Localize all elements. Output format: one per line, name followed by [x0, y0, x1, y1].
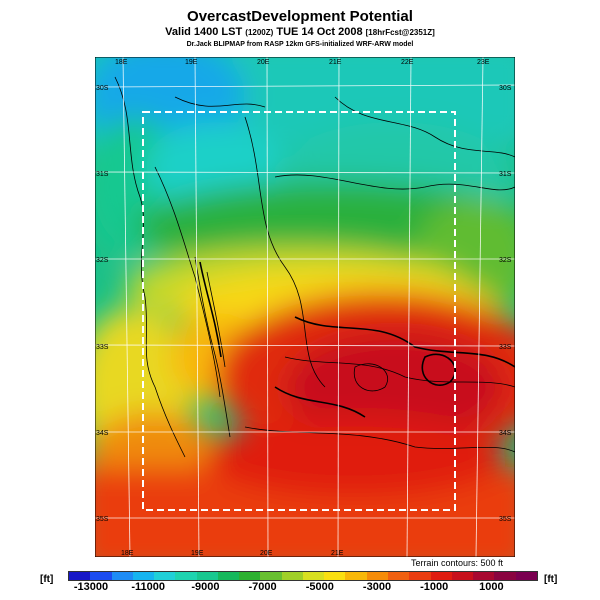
colorbar-segment: [324, 572, 346, 580]
colorbar-tick-label: -9000: [191, 581, 220, 593]
lon-label-top: 18E: [115, 59, 128, 66]
lat-label-left: 33S: [96, 344, 109, 351]
lon-label-top: 19E: [185, 59, 198, 66]
colorbar: [68, 571, 538, 581]
colorbar-segment: [473, 572, 495, 580]
colorbar-segment: [111, 572, 133, 580]
map-title: OvercastDevelopment Potential: [187, 8, 413, 25]
colorbar-segment: [217, 572, 240, 580]
colorbar-tick-label: -7000: [248, 581, 277, 593]
colorbar-segment: [515, 572, 537, 580]
colorbar-ticks: -13000 -11000 -9000 -7000 -5000 -3000 -1000 100…: [0, 581, 600, 595]
colorbar-segment: [239, 572, 261, 580]
colorbar-segment: [345, 572, 367, 580]
valid-utc: (1200Z): [245, 28, 274, 37]
colorbar-segment: [132, 572, 155, 580]
lat-label-left: 30S: [96, 85, 109, 92]
colorbar-unit-right: [ft]: [544, 574, 558, 585]
lon-label-bottom: 19E: [191, 550, 204, 557]
field-layer: [95, 57, 515, 557]
lat-label-right: 33S: [499, 344, 512, 351]
colorbar-segment: [90, 572, 112, 580]
colorbar-segment: [175, 572, 197, 580]
lat-label-left: 32S: [96, 257, 109, 264]
valid-time: Valid 1400 LST: [165, 26, 243, 38]
lat-label-right: 32S: [499, 257, 512, 264]
lat-label-right: 31S: [499, 171, 512, 178]
colorbar-unit-left: [ft]: [40, 574, 54, 585]
colorbar-segment: [302, 572, 325, 580]
lat-label-right: 35S: [499, 516, 512, 523]
lon-label-top: 22E: [401, 59, 414, 66]
lon-label-bottom: 21E: [331, 550, 344, 557]
lat-label-left: 35S: [96, 516, 109, 523]
colorbar-segment: [494, 572, 516, 580]
lon-label-top: 20E: [257, 59, 270, 66]
terrain-contour-note: Terrain contours: 500 ft: [410, 558, 503, 568]
colorbar-segment: [451, 572, 474, 580]
forecast-map[interactable]: 18E 19E 20E 21E 22E 23E 18E 19E 20E 21E …: [95, 57, 515, 557]
colorbar-segment: [154, 572, 176, 580]
colorbar-segment: [260, 572, 282, 580]
colorbar-tick-label: -11000: [131, 581, 166, 593]
grid-labels: 18E 19E 20E 21E 22E 23E 18E 19E 20E 21E …: [96, 59, 512, 557]
colorbar-tick-label: -5000: [305, 581, 334, 593]
lat-label-right: 34S: [499, 430, 512, 437]
colorbar-tick-label: 1000: [479, 581, 504, 593]
colorbar-segment: [430, 572, 452, 580]
lon-label-top: 21E: [329, 59, 342, 66]
colorbar-segment: [196, 572, 218, 580]
colorbar-segment: [409, 572, 431, 580]
forecast-info: [18hrFcst@2351Z]: [365, 28, 435, 37]
colorbar-tick-label: -3000: [362, 581, 392, 593]
lon-label-bottom: 18E: [121, 550, 134, 557]
colorbar-segment: [387, 572, 410, 580]
colorbar-segment: [69, 572, 91, 580]
lon-label-top: 23E: [477, 59, 490, 66]
valid-date: TUE 14 Oct 2008: [276, 26, 363, 38]
lat-label-left: 31S: [96, 171, 109, 178]
colorbar-tick-label: -1000: [420, 581, 449, 593]
model-credit: Dr.Jack BLIPMAP from RASP 12km GFS-initi…: [186, 41, 414, 48]
colorbar-tick-label: -13000: [73, 581, 109, 593]
lat-label-left: 34S: [96, 430, 109, 437]
valid-time-line: Valid 1400 LST (1200Z) TUE 14 Oct 2008 […: [0, 26, 600, 38]
lat-label-right: 30S: [499, 85, 512, 92]
colorbar-segment: [281, 572, 303, 580]
lon-label-bottom: 20E: [260, 550, 273, 557]
colorbar-segment: [366, 572, 388, 580]
